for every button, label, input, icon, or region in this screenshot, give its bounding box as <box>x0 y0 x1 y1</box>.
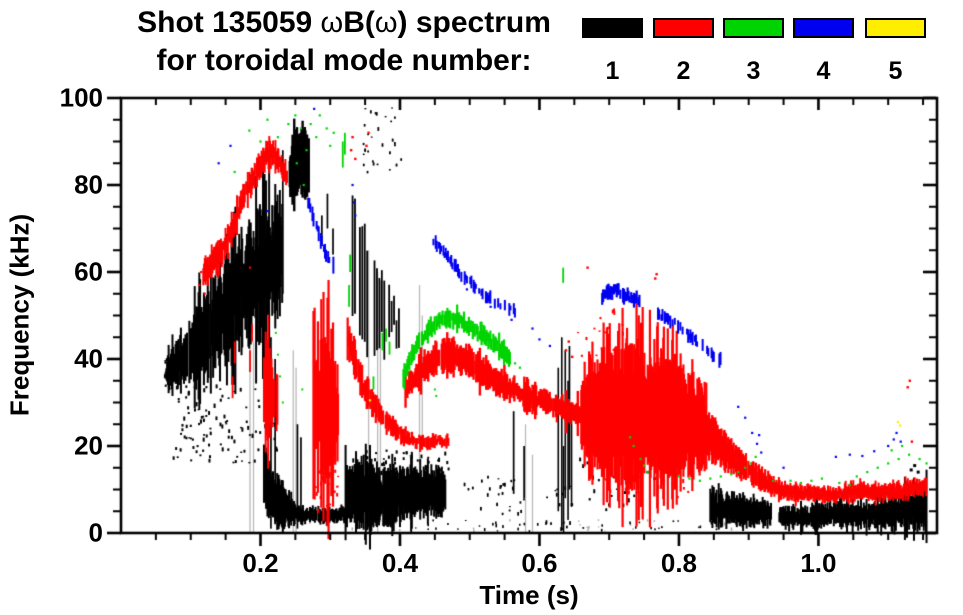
legend: 1 2 3 4 5 <box>0 0 963 90</box>
legend-item-mode3: 3 <box>723 18 784 86</box>
x-tick-label: 0.2 <box>242 548 279 578</box>
legend-item-mode5: 5 <box>865 18 926 86</box>
y-tick-label: 40 <box>74 343 103 374</box>
legend-swatch-mode5 <box>865 18 926 38</box>
legend-swatch-mode4 <box>793 18 854 38</box>
legend-label-mode4: 4 <box>816 57 831 85</box>
legend-item-mode4: 4 <box>793 18 854 86</box>
legend-swatch-mode1 <box>582 18 643 38</box>
legend-item-mode1: 1 <box>582 18 643 86</box>
legend-label-mode5: 5 <box>888 57 903 85</box>
y-tick-label: 100 <box>59 82 103 113</box>
omega-symbol: ω <box>320 7 344 39</box>
y-axis-title: Frequency (kHz) <box>4 213 35 417</box>
y-tick-label: 60 <box>74 256 103 287</box>
legend-swatch-mode2 <box>653 18 714 38</box>
title-text: ) spectrum <box>397 6 551 39</box>
chart-title: Shot 135059 ωB(ω) spectrum for toroidal … <box>0 4 688 80</box>
title-text: B( <box>343 6 375 39</box>
omega-symbol: ω <box>374 7 398 39</box>
x-tick-label: 0.8 <box>660 548 698 578</box>
legend-label-mode1: 1 <box>605 57 620 85</box>
x-tick-label: 0.6 <box>521 548 558 578</box>
legend-swatch-mode3 <box>723 18 784 38</box>
title-line-1: Shot 135059 ωB(ω) spectrum <box>0 4 688 42</box>
legend-label-mode3: 3 <box>746 57 761 85</box>
y-tick-label: 80 <box>74 169 103 200</box>
y-tick-label: 0 <box>88 517 103 548</box>
legend-item-mode2: 2 <box>653 18 714 86</box>
x-tick-label: 1.0 <box>800 548 837 578</box>
title-line-2: for toroidal mode number: <box>156 44 532 77</box>
legend-label-mode2: 2 <box>676 57 691 85</box>
y-tick-label: 20 <box>74 430 103 461</box>
title-text: Shot 135059 <box>137 6 321 39</box>
x-axis-title: Time (s) <box>479 580 579 610</box>
x-tick-label: 0.4 <box>381 548 419 578</box>
